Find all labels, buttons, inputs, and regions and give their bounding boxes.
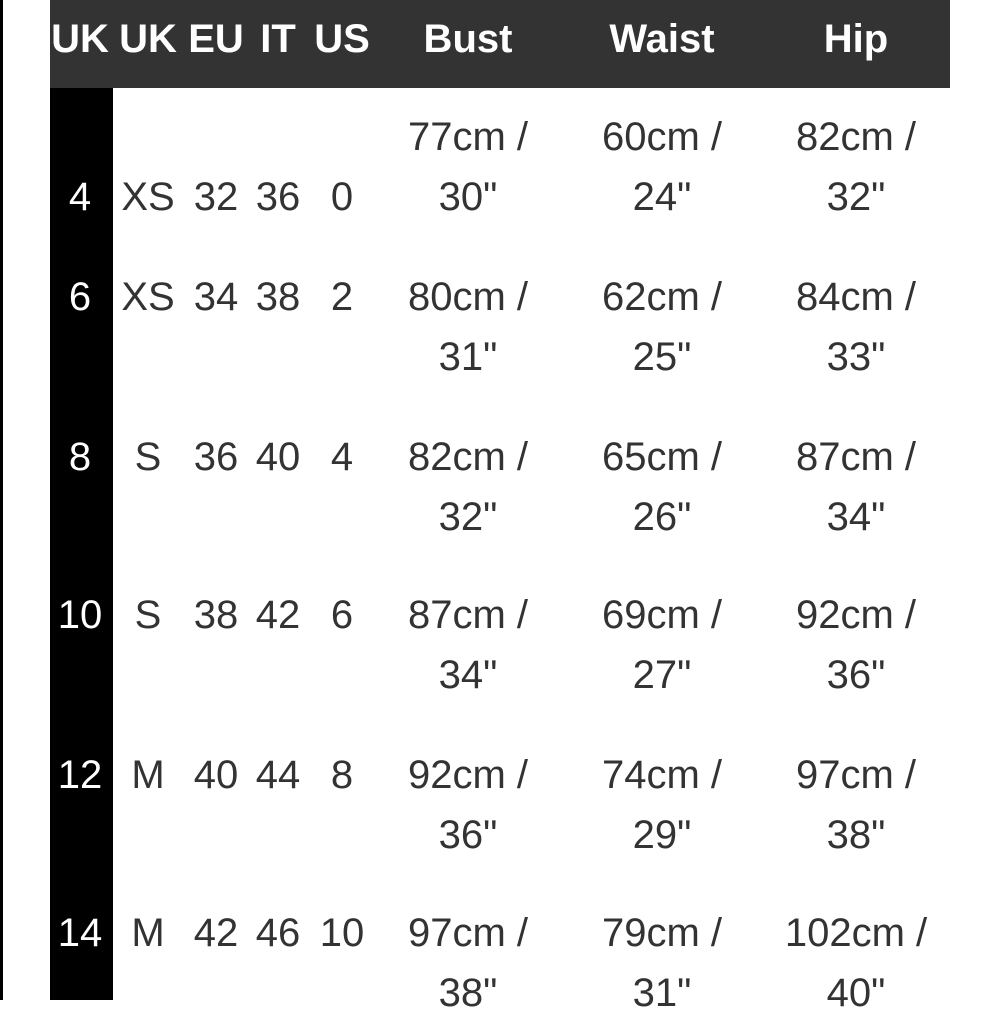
- cell-eu: 42: [193, 911, 239, 955]
- cell-hip-cm: 87cm /: [795, 435, 917, 479]
- cell-waist-cm: 74cm /: [601, 753, 723, 797]
- cell-hip-inches: 33": [826, 335, 886, 379]
- cell-it: 38: [255, 275, 301, 319]
- cell-hip-cm: 84cm /: [795, 275, 917, 319]
- cell-hip-inches: 34": [826, 495, 886, 539]
- cell-uk-letter: S: [134, 435, 162, 479]
- cell-uk-letter: M: [131, 753, 165, 797]
- cell-eu: 36: [193, 435, 239, 479]
- cell-it: 40: [255, 435, 301, 479]
- cell-uk-letter: S: [134, 593, 162, 637]
- cell-it: 36: [255, 175, 301, 219]
- cell-eu: 34: [193, 275, 239, 319]
- cell-waist-inches: 26": [632, 495, 692, 539]
- cell-bust-inches: 36": [438, 813, 498, 857]
- cell-waist-inches: 29": [632, 813, 692, 857]
- header-waist: Waist: [609, 17, 715, 61]
- cell-eu: 32: [193, 175, 239, 219]
- cell-waist-cm: 60cm /: [601, 115, 723, 159]
- cell-uk: 8: [68, 435, 92, 479]
- cell-eu: 40: [193, 753, 239, 797]
- left-edge-divider: [0, 0, 3, 1000]
- cell-uk-letter: XS: [121, 175, 175, 219]
- table-header: [50, 0, 950, 88]
- cell-eu: 38: [193, 593, 239, 637]
- cell-uk: 10: [57, 593, 103, 637]
- header-uk: UK: [51, 17, 109, 61]
- cell-bust-cm: 82cm /: [407, 435, 529, 479]
- cell-hip-cm: 92cm /: [795, 593, 917, 637]
- cell-hip-cm: 82cm /: [795, 115, 917, 159]
- cell-waist-cm: 79cm /: [601, 911, 723, 955]
- cell-it: 46: [255, 911, 301, 955]
- cell-waist-inches: 25": [632, 335, 692, 379]
- cell-waist-cm: 69cm /: [601, 593, 723, 637]
- header-eu: EU: [188, 17, 244, 61]
- header-bust: Bust: [423, 17, 513, 61]
- cell-waist-cm: 62cm /: [601, 275, 723, 319]
- cell-bust-cm: 97cm /: [407, 911, 529, 955]
- cell-uk-letter: M: [131, 911, 165, 955]
- cell-it: 42: [255, 593, 301, 637]
- cell-hip-cm: 102cm /: [784, 911, 928, 955]
- cell-bust-cm: 77cm /: [407, 115, 529, 159]
- header-uk-letter: UK: [119, 17, 177, 61]
- header-it: IT: [260, 17, 296, 61]
- cell-uk: 14: [57, 911, 103, 955]
- cell-bust-cm: 92cm /: [407, 753, 529, 797]
- uk-size-column: [50, 88, 113, 1000]
- cell-uk: 6: [68, 275, 92, 319]
- cell-waist-cm: 65cm /: [601, 435, 723, 479]
- cell-hip-cm: 97cm /: [795, 753, 917, 797]
- cell-bust-inches: 32": [438, 495, 498, 539]
- cell-us: 8: [330, 753, 354, 797]
- cell-us: 4: [330, 435, 354, 479]
- cell-us: 6: [330, 593, 354, 637]
- cell-bust-inches: 38": [438, 971, 498, 1015]
- cell-waist-inches: 31": [632, 971, 692, 1015]
- cell-bust-inches: 30": [438, 175, 498, 219]
- cell-us: 0: [330, 175, 354, 219]
- cell-bust-inches: 31": [438, 335, 498, 379]
- cell-uk: 12: [57, 753, 103, 797]
- cell-bust-cm: 80cm /: [407, 275, 529, 319]
- cell-it: 44: [255, 753, 301, 797]
- cell-hip-inches: 36": [826, 653, 886, 697]
- cell-bust-cm: 87cm /: [407, 593, 529, 637]
- cell-bust-inches: 34": [438, 653, 498, 697]
- cell-hip-inches: 40": [826, 971, 886, 1015]
- cell-us: 10: [319, 911, 365, 955]
- cell-hip-inches: 32": [826, 175, 886, 219]
- cell-uk-letter: XS: [121, 275, 175, 319]
- cell-us: 2: [330, 275, 354, 319]
- cell-uk: 4: [68, 175, 92, 219]
- header-us: US: [314, 17, 370, 61]
- cell-hip-inches: 38": [826, 813, 886, 857]
- header-hip: Hip: [823, 17, 889, 61]
- cell-waist-inches: 27": [632, 653, 692, 697]
- cell-waist-inches: 24": [632, 175, 692, 219]
